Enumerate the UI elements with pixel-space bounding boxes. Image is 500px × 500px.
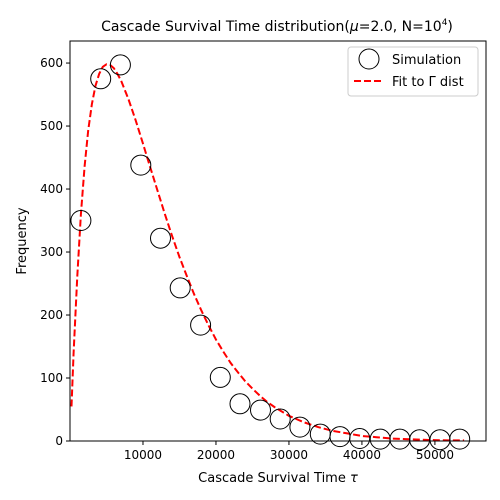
y-tick-label: 400 [40,182,63,196]
y-axis-ticks: 0 100 200 300 400 500 600 [40,56,70,448]
y-tick-label: 100 [40,371,63,385]
simulation-point [169,277,191,299]
simulation-point [130,154,152,176]
plot-marks [70,54,471,451]
x-tick-label: 30000 [270,448,308,462]
simulation-point [329,426,351,448]
simulation-point [229,393,251,415]
legend: Simulation Fit to Γ dist [347,46,479,97]
x-axis-label: Cascade Survival Time τ [198,471,358,486]
y-tick-label: 200 [40,308,63,322]
chart-title: Cascade Survival Time distribution(μ=2.0… [101,18,453,35]
legend-label-fit: Fit to Γ dist [392,75,464,90]
legend-label-simulation: Simulation [392,53,461,68]
y-tick-label: 300 [40,245,63,259]
legend-marker-simulation [358,48,380,70]
simulation-point [349,428,371,449]
simulation-point [190,314,212,336]
legend-box [347,46,479,97]
simulation-point [289,416,311,438]
y-tick-label: 600 [40,56,63,70]
simulation-point [269,408,291,430]
simulation-point [70,210,92,231]
simulation-point [109,54,131,76]
y-tick-label: 0 [55,434,63,448]
simulation-point [90,68,112,90]
fit-curve [70,63,465,442]
simulation-point [449,428,471,450]
simulation-point [209,366,231,388]
x-tick-label: 10000 [124,448,162,462]
plot-frame [69,40,487,442]
x-tick-label: 20000 [197,448,235,462]
y-axis-label: Frequency [15,207,30,274]
x-tick-label: 50000 [416,448,454,462]
y-tick-label: 500 [40,119,63,133]
simulation-point [150,227,171,249]
simulation-point [250,399,271,421]
x-tick-label: 40000 [343,448,381,462]
x-axis-ticks: 10000 20000 30000 40000 50000 [124,441,454,462]
